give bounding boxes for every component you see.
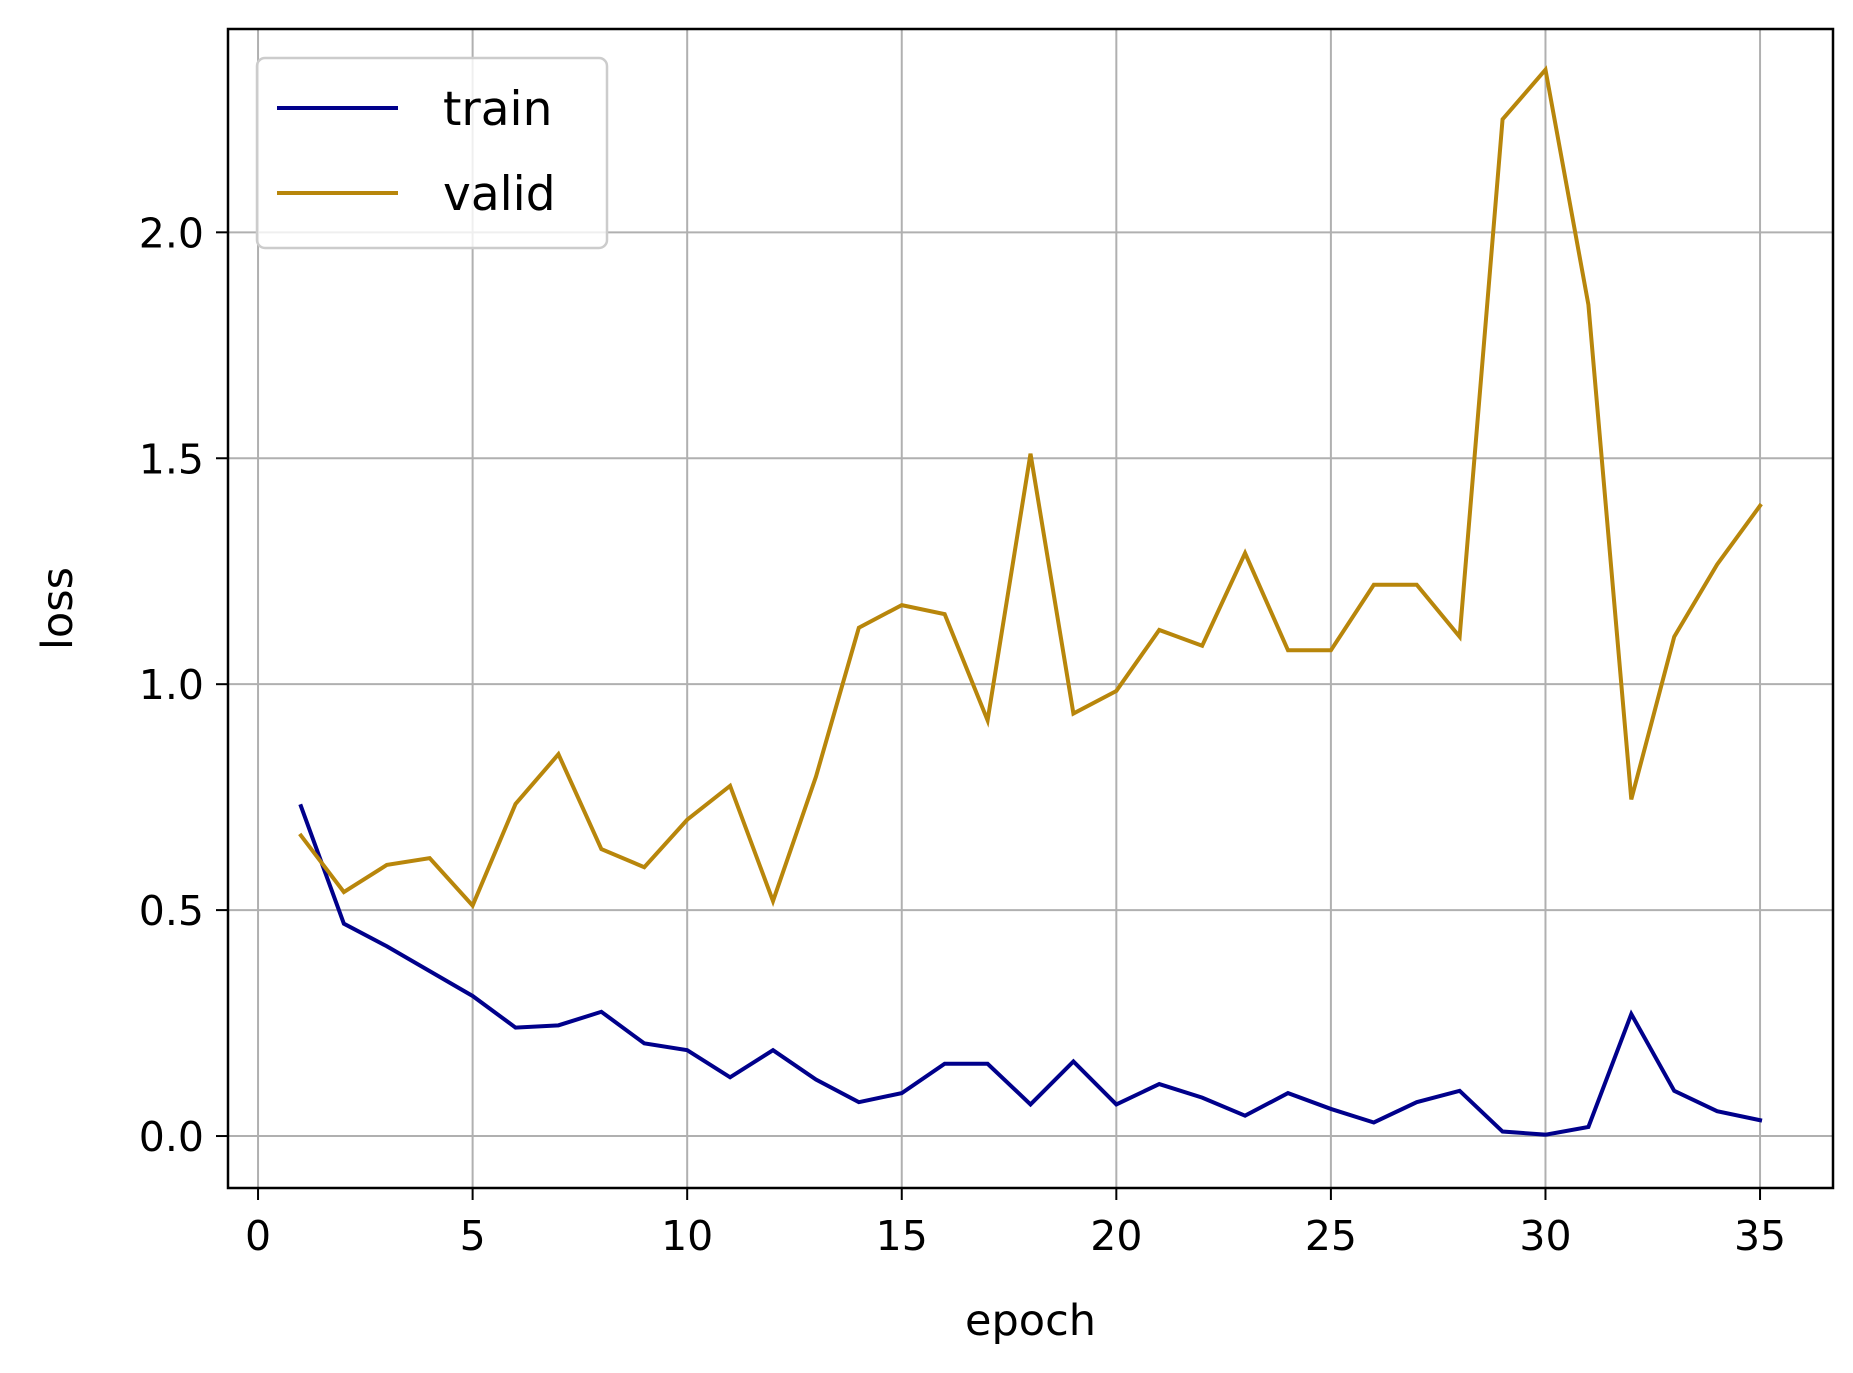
y-tick-label: 0.0 xyxy=(139,1113,204,1161)
x-tick-label: 35 xyxy=(1734,1212,1786,1260)
y-tick-label: 1.5 xyxy=(139,435,204,483)
plot-series xyxy=(298,65,1763,1137)
y-tick-label: 2.0 xyxy=(139,209,204,257)
x-tick-label: 15 xyxy=(876,1212,928,1260)
x-tick-label: 30 xyxy=(1519,1212,1571,1260)
y-tick-label: 1.0 xyxy=(139,661,204,709)
series-line-train xyxy=(298,803,1763,1137)
x-axis-ticks: 0 5 10 15 20 25 30 35 xyxy=(245,1188,1786,1260)
y-axis-ticks: 0.0 0.5 1.0 1.5 2.0 xyxy=(139,209,228,1161)
x-tick-label: 0 xyxy=(245,1212,271,1260)
legend-label-valid: valid xyxy=(443,167,556,222)
x-tick-label: 20 xyxy=(1090,1212,1142,1260)
legend: train valid xyxy=(255,56,609,250)
y-tick-label: 0.5 xyxy=(139,887,204,935)
x-axis-title: epoch xyxy=(965,1296,1096,1346)
x-tick-label: 5 xyxy=(460,1212,486,1260)
axes-frame xyxy=(226,27,1835,1190)
legend-label-train: train xyxy=(443,82,552,137)
grid-lines xyxy=(228,29,1833,1188)
x-tick-label: 25 xyxy=(1305,1212,1357,1260)
legend-box xyxy=(255,56,609,250)
y-axis-title: loss xyxy=(33,567,83,650)
series-line-valid xyxy=(298,65,1763,910)
x-tick-label: 10 xyxy=(661,1212,713,1260)
